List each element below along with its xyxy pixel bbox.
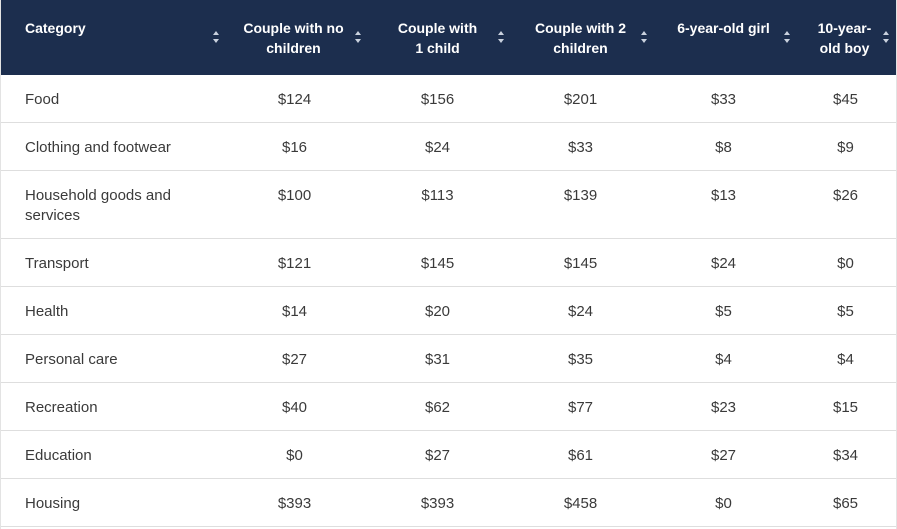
column-header-label: Couple with 2 children bbox=[535, 20, 626, 56]
table-header: Category Couple with no children Couple … bbox=[1, 0, 896, 75]
cell-value: $100 bbox=[277, 187, 312, 204]
cell-value: $14 bbox=[281, 303, 308, 320]
cell-value: $4 bbox=[837, 351, 854, 368]
cell-value: $13 bbox=[710, 187, 737, 204]
cell-value: $458 bbox=[563, 495, 598, 512]
cell-value: $24 bbox=[710, 255, 737, 272]
cell-value: $77 bbox=[567, 399, 594, 416]
cell-category: Recreation bbox=[25, 399, 98, 416]
cell-value: $121 bbox=[277, 255, 312, 272]
cell-category: Education bbox=[25, 447, 92, 464]
cell-value: $0 bbox=[286, 447, 303, 464]
cell-value: $23 bbox=[710, 399, 737, 416]
table-row: Housing $393 $393 $458 $0 $65 bbox=[1, 479, 896, 527]
cell-value: $31 bbox=[424, 351, 451, 368]
table-row: Recreation $40 $62 $77 $23 $15 bbox=[1, 383, 896, 431]
cell-value: $45 bbox=[832, 91, 859, 108]
table-row: Personal care $27 $31 $35 $4 $4 bbox=[1, 335, 896, 383]
cell-category: Household goods and services bbox=[25, 187, 171, 224]
cell-value: $33 bbox=[710, 91, 737, 108]
table-row: Transport $121 $145 $145 $24 $0 bbox=[1, 239, 896, 287]
cell-value: $113 bbox=[421, 187, 454, 204]
cell-category: Health bbox=[25, 303, 69, 320]
sort-icon[interactable] bbox=[212, 31, 220, 43]
sort-icon[interactable] bbox=[640, 31, 648, 43]
cell-value: $16 bbox=[281, 139, 308, 156]
cell-value: $61 bbox=[567, 447, 594, 464]
cell-value: $40 bbox=[281, 399, 308, 416]
cell-value: $62 bbox=[424, 399, 451, 416]
cell-value: $33 bbox=[567, 139, 594, 156]
cell-value: $20 bbox=[424, 303, 451, 320]
cell-value: $393 bbox=[420, 495, 455, 512]
cell-value: $65 bbox=[832, 495, 859, 512]
column-header-label: 6-year-old girl bbox=[677, 20, 770, 36]
cell-value: $34 bbox=[832, 447, 859, 464]
cell-value: $27 bbox=[710, 447, 737, 464]
column-header-couple-1-child[interactable]: Couple with 1 child bbox=[366, 0, 509, 75]
cell-value: $201 bbox=[563, 91, 598, 108]
cell-value: $27 bbox=[424, 447, 451, 464]
table-row: Food $124 $156 $201 $33 $45 bbox=[1, 75, 896, 123]
cell-value: $0 bbox=[837, 255, 854, 272]
column-header-couple-no-children[interactable]: Couple with no children bbox=[223, 0, 366, 75]
sort-icon[interactable] bbox=[882, 31, 890, 43]
table-row: Education $0 $27 $61 $27 $34 bbox=[1, 431, 896, 479]
column-header-label: Couple with no children bbox=[243, 20, 344, 56]
table-row: Health $14 $20 $24 $5 $5 bbox=[1, 287, 896, 335]
cell-value: $145 bbox=[563, 255, 598, 272]
cell-value: $8 bbox=[715, 139, 732, 156]
cell-category: Clothing and footwear bbox=[25, 139, 171, 156]
table-row: Clothing and footwear $16 $24 $33 $8 $9 bbox=[1, 123, 896, 171]
cell-value: $27 bbox=[281, 351, 308, 368]
cell-category: Housing bbox=[25, 495, 81, 512]
cell-value: $5 bbox=[715, 303, 732, 320]
column-header-label: Couple with 1 child bbox=[397, 20, 478, 56]
cell-category: Transport bbox=[25, 255, 89, 272]
column-header-label: Category bbox=[25, 20, 86, 36]
cell-value: $124 bbox=[277, 91, 312, 108]
cell-value: $24 bbox=[567, 303, 594, 320]
cell-value: $156 bbox=[420, 91, 455, 108]
cell-value: $15 bbox=[832, 399, 859, 416]
column-header-10-year-old-boy[interactable]: 10-year-old boy bbox=[795, 0, 896, 75]
cell-value: $4 bbox=[715, 351, 732, 368]
cell-value: $26 bbox=[832, 187, 859, 204]
cell-value: $35 bbox=[567, 351, 594, 368]
column-header-label: 10-year-old boy bbox=[817, 20, 872, 56]
column-header-couple-2-children[interactable]: Couple with 2 children bbox=[509, 0, 652, 75]
cell-value: $145 bbox=[420, 255, 455, 272]
cell-category: Personal care bbox=[25, 351, 118, 368]
cell-value: $24 bbox=[424, 139, 451, 156]
cell-value: $139 bbox=[563, 187, 598, 204]
cell-value: $0 bbox=[715, 495, 732, 512]
cell-category: Food bbox=[25, 91, 60, 108]
sort-icon[interactable] bbox=[783, 31, 791, 43]
cell-value: $393 bbox=[277, 495, 312, 512]
cell-value: $5 bbox=[837, 303, 854, 320]
sort-icon[interactable] bbox=[497, 31, 505, 43]
table-row: Household goods and services $100 $113 $… bbox=[1, 171, 896, 239]
sort-icon[interactable] bbox=[354, 31, 362, 43]
column-header-6-year-old-girl[interactable]: 6-year-old girl bbox=[652, 0, 795, 75]
cell-value: $9 bbox=[837, 139, 854, 156]
column-header-category[interactable]: Category bbox=[1, 0, 223, 75]
